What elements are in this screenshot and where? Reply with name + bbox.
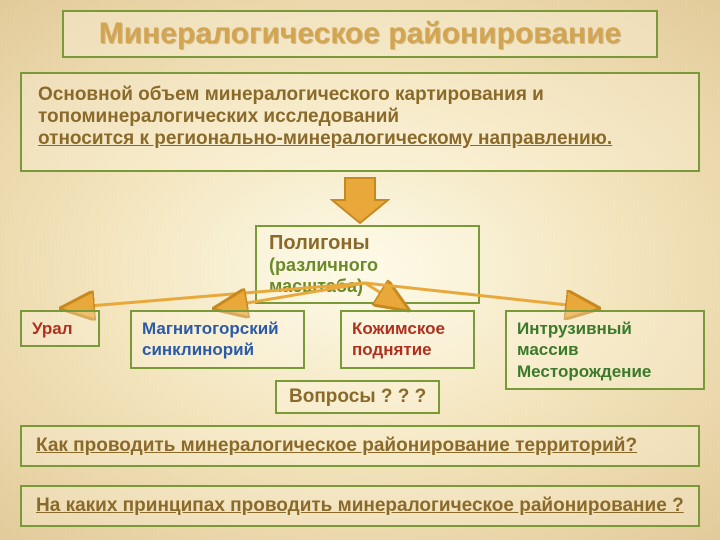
- polygons-title: Полигоны: [269, 232, 466, 255]
- question-1: Как проводить минералогическое райониров…: [36, 435, 637, 456]
- node-line: синклинорий: [142, 339, 293, 360]
- title-box: Минералогическое районирование: [62, 10, 658, 58]
- questions-label: Вопросы ? ? ?: [289, 386, 426, 407]
- main-line3: относится к регионально-минералогическом…: [38, 128, 682, 150]
- node-box-0: Урал: [20, 310, 100, 347]
- main-paragraph: Основной объем минералогического картиро…: [20, 72, 700, 172]
- node-box-2: Кожимскоеподнятие: [340, 310, 475, 369]
- polygons-subtitle: (различного масштаба): [269, 255, 466, 297]
- node-line: Месторождение: [517, 361, 693, 382]
- question-2-box: На каких принципах проводить минералогич…: [20, 485, 700, 527]
- questions-label-box: Вопросы ? ? ?: [275, 380, 440, 414]
- node-box-1: Магнитогорскийсинклинорий: [130, 310, 305, 369]
- main-line2: топоминералогических исследований: [38, 106, 682, 128]
- question-1-box: Как проводить минералогическое райониров…: [20, 425, 700, 467]
- node-line: Интрузивный массив: [517, 318, 693, 361]
- question-2: На каких принципах проводить минералогич…: [36, 495, 684, 516]
- node-line: Магнитогорский: [142, 318, 293, 339]
- polygons-box: Полигоны (различного масштаба): [255, 225, 480, 304]
- arrow-down-icon: [330, 175, 390, 225]
- node-line: Кожимское: [352, 318, 463, 339]
- title-text: Минералогическое районирование: [99, 17, 622, 50]
- node-line: поднятие: [352, 339, 463, 360]
- node-box-3: Интрузивный массивМесторождение: [505, 310, 705, 390]
- main-line1: Основной объем минералогического картиро…: [38, 84, 682, 106]
- node-line: Урал: [32, 318, 88, 339]
